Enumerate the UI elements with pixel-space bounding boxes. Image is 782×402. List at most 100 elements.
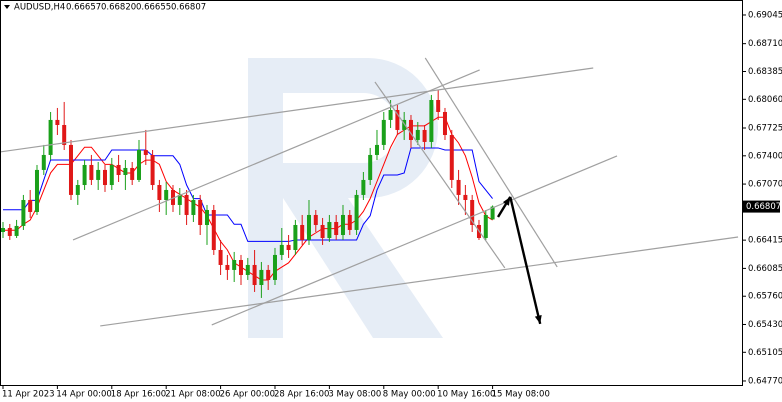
price-label-box <box>742 200 780 213</box>
candle-body <box>55 119 60 125</box>
candle-body <box>374 144 379 155</box>
y-tick-label: 0.64770 <box>748 376 782 386</box>
ohlc-low: 0.66655 <box>136 3 171 13</box>
x-tick-label: 26 Apr 00:00 <box>220 390 275 400</box>
trendline <box>211 155 618 326</box>
trendline <box>100 236 739 327</box>
candle-body <box>347 214 352 230</box>
candle-body <box>354 194 359 230</box>
x-tick-label: 14 Apr 00:00 <box>56 390 111 400</box>
candle-body <box>34 169 39 212</box>
candle-body <box>306 214 311 240</box>
candle-body <box>388 110 393 120</box>
candle-body <box>463 194 468 200</box>
x-tick-label: 15 May 08:00 <box>492 390 550 400</box>
y-tick-label: 0.68385 <box>748 67 782 77</box>
candle-body <box>41 154 46 170</box>
candle-body <box>14 225 19 236</box>
candle-body <box>259 269 264 286</box>
candle-body <box>96 169 101 180</box>
y-tick-label: 0.67400 <box>748 151 782 161</box>
candle-body <box>211 210 216 250</box>
candle-body <box>422 129 427 142</box>
candle-body <box>361 179 366 195</box>
candle-body <box>252 264 257 286</box>
y-tick-label: 0.67725 <box>748 123 782 133</box>
candle-body <box>456 179 461 195</box>
candle-body <box>150 154 155 186</box>
x-tick-label: 11 Apr 2023 <box>2 390 55 400</box>
plot-frame <box>0 0 743 386</box>
trendline <box>374 81 506 269</box>
candle-body <box>68 144 73 195</box>
candle-body <box>75 185 80 195</box>
candle-body <box>279 244 284 255</box>
candle-body <box>266 269 271 280</box>
arrow-head <box>534 315 542 324</box>
candle-body <box>102 169 107 186</box>
candle-body <box>109 164 114 186</box>
candle-body <box>218 249 223 265</box>
candle-body <box>170 189 175 205</box>
candle-body <box>449 135 454 180</box>
candle-body <box>7 227 12 236</box>
candle-body <box>130 167 135 180</box>
y-tick-label: 0.66415 <box>748 236 782 246</box>
x-tick-label: 21 Apr 08:00 <box>165 390 220 400</box>
candle-body <box>402 119 407 130</box>
watermark <box>248 58 443 338</box>
y-tick-label: 0.67070 <box>748 180 782 190</box>
x-tick-label: 28 Apr 16:00 <box>274 390 329 400</box>
candle-body <box>123 167 128 175</box>
plot-area <box>0 57 739 327</box>
candle-body <box>245 264 250 275</box>
candle-body <box>136 149 141 180</box>
candle-body <box>313 214 318 225</box>
candle-body <box>191 199 196 215</box>
candle-body <box>82 164 87 186</box>
candle-body <box>320 224 325 239</box>
forecast-arrow <box>509 196 542 325</box>
ohlc-high: 0.66820 <box>101 3 136 13</box>
watermark-logo <box>248 58 443 338</box>
x-tick-label: 8 May 00:00 <box>383 390 436 400</box>
menu-triangle <box>4 5 10 9</box>
candle-body <box>368 154 373 180</box>
trendline <box>0 67 594 153</box>
candle-body <box>48 119 53 155</box>
candle-body <box>184 194 189 215</box>
candle-body <box>490 206 495 220</box>
candle-body <box>232 260 237 270</box>
candle-body <box>177 194 182 205</box>
candle-body <box>327 221 332 239</box>
candle-body <box>293 224 298 250</box>
y-tick-label: 0.65105 <box>748 348 782 358</box>
candle-body <box>340 214 345 236</box>
x-tick-label: 18 Apr 16:00 <box>111 390 166 400</box>
candle-body <box>21 199 26 226</box>
candle-body <box>381 119 386 145</box>
y-tick-label: 0.69045 <box>748 10 782 20</box>
candle-body <box>483 214 488 239</box>
trendline <box>72 69 480 241</box>
candle-body <box>470 199 475 225</box>
candle-body <box>238 260 243 275</box>
candle-body <box>436 99 441 112</box>
candle-body <box>225 264 230 270</box>
candle-body <box>300 224 305 240</box>
candle-body <box>28 199 33 212</box>
y-tick-label: 0.65430 <box>748 320 782 330</box>
candle-body <box>415 129 420 140</box>
price-label: 0.66807 <box>746 202 781 212</box>
candle-body <box>429 99 434 142</box>
candle-body <box>116 164 121 175</box>
candle-body <box>143 149 148 155</box>
candle-body <box>286 244 291 250</box>
x-tick-label: 10 May 16:00 <box>437 390 495 400</box>
candle-body <box>0 227 5 233</box>
candle-body <box>442 111 447 136</box>
candle-body <box>164 189 169 200</box>
x-tick-label: 3 May 08:00 <box>328 390 381 400</box>
